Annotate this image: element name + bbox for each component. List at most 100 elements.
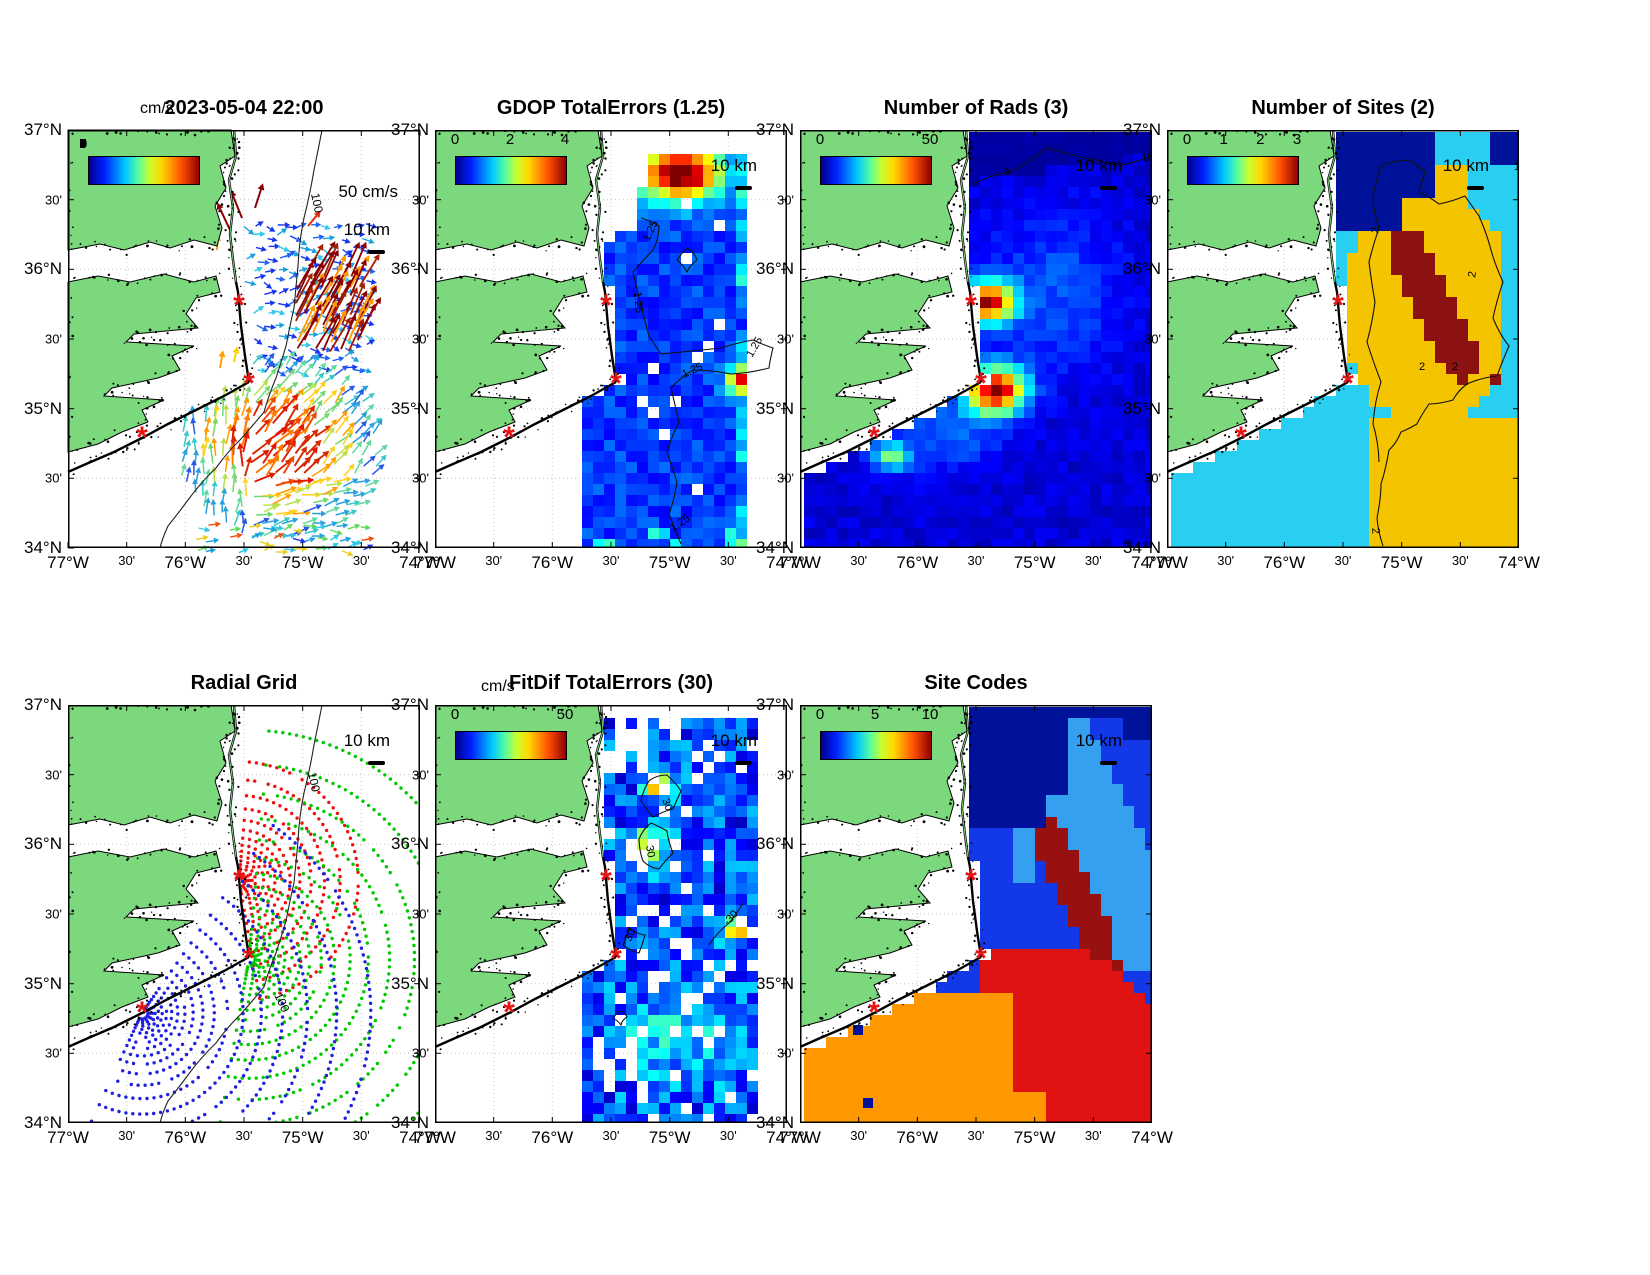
contour-label: 30 <box>643 844 657 858</box>
gdop-heatmap <box>582 154 747 547</box>
colorbar-tick: 1 <box>1219 131 1228 148</box>
contour-label: 2 <box>1466 270 1479 278</box>
depth-contour-100m: 100 <box>159 129 326 549</box>
radar-site-marker: * <box>503 996 515 1029</box>
depth-contour-label: 100 <box>308 192 326 215</box>
colorbar <box>88 156 200 185</box>
colorbar <box>820 156 932 185</box>
x-axis-tick-label: 76°W <box>531 1128 574 1147</box>
x-axis-tick-label: 75°W <box>1013 553 1056 572</box>
num-rads-heatmap <box>800 132 1151 547</box>
y-axis-tick-label: 34°N <box>756 538 794 557</box>
colorbar-tick: 0 <box>450 131 460 148</box>
x-axis-tick-label: 74°W <box>766 1128 808 1147</box>
panel-title: FitDif TotalErrors (30) <box>508 672 714 694</box>
colorbar-tick: 0 <box>815 706 825 723</box>
depth-contour-label: 100 <box>305 771 323 794</box>
scale-bar <box>735 761 752 765</box>
panel-title: Site Codes <box>924 672 1028 694</box>
y-axis-tick-label: 34°N <box>391 1113 429 1132</box>
axes-frame <box>800 705 1152 1123</box>
panel-radial-grid: Radial Grid 100 100 * * * 10 km 77°W 30' 76°W 30' 7… <box>24 672 441 1147</box>
data-contours: 2 2 2 2 2 1 <box>1366 159 1519 547</box>
radar-site-marker: * <box>1332 289 1344 322</box>
x-axis-tick-label: 74°W <box>399 1128 441 1147</box>
x-axis-tick-label: 30' <box>1334 553 1352 568</box>
panel-title: 2023-05-04 22:00 <box>164 97 324 119</box>
x-axis-tick-label: 74°W <box>1498 553 1540 572</box>
axes-frame <box>1167 130 1519 548</box>
y-axis-tick-label: 37°N <box>24 695 62 714</box>
radar-site-marker: * <box>600 289 612 322</box>
x-axis-tick-label: 30' <box>719 553 737 568</box>
y-axis-tick-label: 30' <box>412 331 429 347</box>
colorbar-tick: 10 <box>921 706 939 723</box>
y-axis-tick-label: 30' <box>45 331 62 347</box>
radar-site-marker: * <box>610 942 622 975</box>
x-axis-tick-label: 77°W <box>414 1128 456 1147</box>
colorbar <box>455 731 567 760</box>
x-axis-tick-label: 30' <box>719 1128 737 1143</box>
y-axis-tick-label: 36°N <box>756 834 794 854</box>
colorbar-tick: 4 <box>560 131 570 148</box>
scale-label: 10 km <box>1075 731 1122 750</box>
y-axis-tick-label: 36°N <box>24 259 62 279</box>
x-axis-tick-label: 77°W <box>779 1128 821 1147</box>
y-axis-tick-label: 35°N <box>391 973 429 993</box>
scale-label: 10 km <box>1075 156 1122 175</box>
radar-site-marker: * <box>233 289 245 322</box>
x-axis-tick-label: 77°W <box>779 553 821 572</box>
radar-site-marker: * <box>503 421 515 454</box>
panel-fitdif-totalerrors: FitDif TotalErrors (30) cm/s 30 30 -30 30 * * * 0… <box>391 672 808 1147</box>
radar-site-marker: * <box>1235 421 1247 454</box>
fitdif-heatmap <box>582 718 758 1122</box>
panel-title: Radial Grid <box>190 672 298 694</box>
y-axis-tick-label: 36°N <box>391 259 429 279</box>
x-axis-tick-label: 76°W <box>164 1128 207 1147</box>
radar-sites: * * * <box>503 289 622 454</box>
x-axis-tick-label: 77°W <box>414 553 456 572</box>
scale-label: 10 km <box>710 156 757 175</box>
y-axis-tick-label: 30' <box>1144 470 1161 486</box>
y-axis-tick-label: 30' <box>1144 192 1161 208</box>
x-axis-tick-label: 30' <box>235 1128 253 1143</box>
x-axis-tick-label: 76°W <box>1263 553 1306 572</box>
colorbar-tick: 5 <box>870 706 880 723</box>
x-axis-tick-label: 30' <box>485 553 503 568</box>
data-contours: 3 10 <box>973 147 1152 185</box>
x-axis-tick-label: 30' <box>602 553 620 568</box>
scale-bar <box>735 186 752 190</box>
map-canvas: * * * <box>800 705 1152 1123</box>
map-canvas: 1.251.251.251.251.25*** <box>435 130 787 548</box>
scale-bar <box>1100 186 1117 190</box>
y-axis-tick-label: 30' <box>45 470 62 486</box>
radar-site-marker: * <box>243 367 255 400</box>
radar-site-marker: * <box>868 996 880 1029</box>
x-axis-tick-label: 74°W <box>1131 553 1173 572</box>
radar-sites: * * * <box>868 289 987 454</box>
scale-label: 10 km <box>710 731 757 750</box>
y-axis-tick-label: 30' <box>777 1045 794 1061</box>
axes-frame <box>68 705 420 1123</box>
x-axis-tick-label: 30' <box>1217 553 1235 568</box>
y-axis-tick-label: 37°N <box>756 695 794 714</box>
y-axis-tick-label: 37°N <box>1123 120 1161 139</box>
colorbar-tick: 50 <box>921 131 939 148</box>
map-canvas: 100 * * * <box>67 129 421 557</box>
coast-speckles <box>800 705 986 1051</box>
units-label: cm/s <box>481 678 515 695</box>
y-axis-tick-label: 37°N <box>24 120 62 139</box>
y-axis-tick-label: 30' <box>777 470 794 486</box>
y-axis-tick-label: 34°N <box>391 538 429 557</box>
x-axis-tick-label: 74°W <box>399 553 441 572</box>
colorbar-tick: 0 <box>815 131 825 148</box>
colorbar-tick: 2 <box>1256 131 1265 148</box>
x-axis-tick-label: 30' <box>352 1128 370 1143</box>
units-label: cm/s <box>140 100 174 117</box>
scale-bar <box>368 250 385 254</box>
coast-speckles <box>435 130 621 476</box>
x-axis-tick-label: 75°W <box>1013 1128 1056 1147</box>
